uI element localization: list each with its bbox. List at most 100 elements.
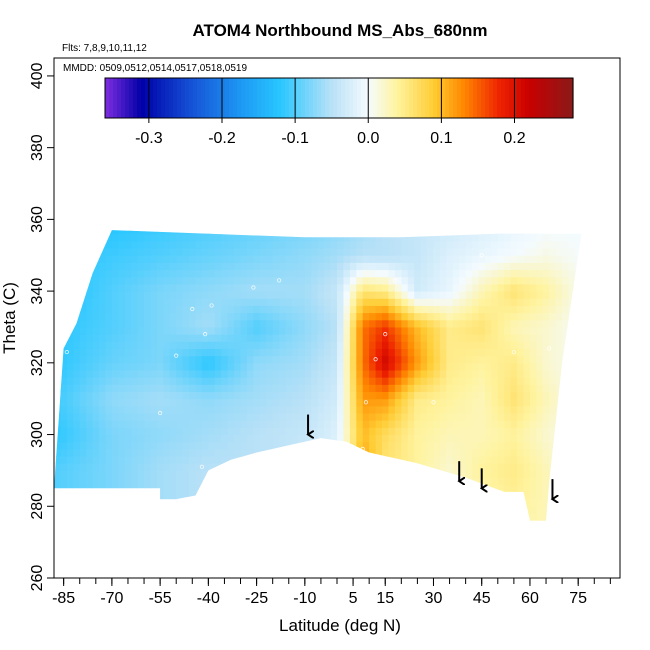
heatmap-cell — [60, 298, 68, 306]
heatmap-cell — [118, 463, 126, 471]
heatmap-cell — [478, 456, 486, 464]
heatmap-cell — [144, 427, 151, 436]
heatmap-cell — [420, 255, 428, 263]
heatmap-cell — [472, 319, 479, 328]
heatmap-cell — [414, 521, 421, 529]
heatmap-cell — [285, 434, 293, 443]
heatmap-cell — [169, 298, 177, 306]
heatmap-cell — [452, 398, 460, 407]
heatmap-cell — [549, 262, 557, 271]
heatmap-cell — [246, 326, 254, 335]
heatmap-cell — [311, 262, 319, 271]
heatmap-cell — [86, 456, 94, 464]
heatmap-cell — [446, 377, 454, 385]
heatmap-cell — [491, 312, 499, 321]
heatmap-cell — [318, 521, 325, 529]
heatmap-cell — [555, 463, 563, 471]
heatmap-cell — [369, 427, 377, 436]
heatmap-cell — [182, 262, 190, 271]
heatmap-cell — [138, 521, 145, 529]
heatmap-cell — [317, 448, 325, 457]
heatmap-cell — [260, 521, 267, 529]
heatmap-cell — [542, 491, 550, 500]
heatmap-cell — [150, 334, 158, 342]
heatmap-cell — [517, 491, 525, 500]
heatmap-cell — [227, 384, 235, 393]
heatmap-cell — [234, 291, 242, 299]
heatmap-cell — [523, 427, 531, 436]
heatmap-cell — [324, 398, 332, 407]
heatmap-cell — [568, 370, 576, 378]
heatmap-cell — [279, 362, 287, 371]
heatmap-cell — [420, 463, 428, 471]
x-tick-label: -10 — [293, 590, 316, 607]
heatmap-cell — [459, 341, 467, 349]
heatmap-cell — [484, 463, 492, 471]
heatmap-cell — [246, 441, 254, 450]
heatmap-cell — [452, 348, 460, 357]
heatmap-cell — [246, 391, 254, 400]
heatmap-cell — [111, 377, 119, 385]
heatmap-cell — [234, 362, 242, 371]
heatmap-cell — [536, 491, 544, 500]
heatmap-cell — [144, 499, 151, 507]
heatmap-cell — [182, 405, 190, 414]
heatmap-cell — [427, 319, 434, 328]
heatmap-cell — [163, 233, 171, 242]
heatmap-cell — [324, 477, 332, 486]
heatmap-cell — [330, 269, 338, 278]
heatmap-cell — [401, 334, 409, 342]
heatmap-cell — [227, 391, 235, 400]
heatmap-cell — [497, 484, 505, 493]
heatmap-cell — [182, 491, 190, 500]
heatmap-cell — [324, 230, 332, 235]
heatmap-cell — [272, 420, 280, 428]
heatmap-cell — [478, 506, 486, 514]
heatmap-cell — [484, 506, 492, 514]
heatmap-cell — [433, 283, 441, 292]
heatmap-cell — [542, 291, 550, 299]
heatmap-cell — [356, 240, 364, 249]
heatmap-cell — [439, 420, 447, 428]
heatmap-cell — [517, 341, 525, 349]
heatmap-cell — [369, 448, 377, 457]
heatmap-cell — [169, 248, 177, 256]
heatmap-cell — [253, 355, 261, 364]
heatmap-cell — [414, 463, 422, 471]
heatmap-cell — [73, 420, 81, 428]
heatmap-cell — [394, 334, 402, 342]
heatmap-cell — [472, 348, 479, 357]
heatmap-cell — [427, 377, 434, 385]
heatmap-cell — [189, 291, 196, 299]
heatmap-cell — [163, 427, 171, 436]
heatmap-cell — [568, 499, 576, 507]
heatmap-cell — [253, 319, 261, 328]
heatmap-cell — [343, 233, 351, 242]
heatmap-cell — [497, 370, 505, 378]
heatmap-cell — [99, 391, 106, 400]
heatmap-cell — [66, 499, 74, 507]
heatmap-cell — [452, 377, 460, 385]
heatmap-cell — [517, 434, 525, 443]
heatmap-cell — [99, 384, 106, 393]
heatmap-cell — [285, 377, 293, 385]
heatmap-cell — [60, 334, 68, 342]
heatmap-cell — [202, 521, 209, 529]
heatmap-cell — [446, 398, 454, 407]
heatmap-cell — [221, 384, 229, 393]
heatmap-cell — [504, 499, 512, 507]
heatmap-cell — [234, 370, 242, 378]
heatmap-cell — [208, 391, 216, 400]
heatmap-cell — [529, 248, 537, 256]
heatmap-cell — [536, 384, 544, 393]
heatmap-cell — [279, 255, 287, 263]
colorbar-band — [281, 78, 286, 118]
heatmap-cell — [517, 370, 525, 378]
heatmap-cell — [246, 362, 254, 371]
heatmap-cell — [144, 230, 151, 235]
heatmap-cell — [279, 521, 286, 529]
heatmap-cell — [542, 269, 550, 278]
heatmap-cell — [111, 441, 119, 450]
heatmap-cell — [394, 377, 402, 385]
heatmap-cell — [439, 441, 447, 450]
